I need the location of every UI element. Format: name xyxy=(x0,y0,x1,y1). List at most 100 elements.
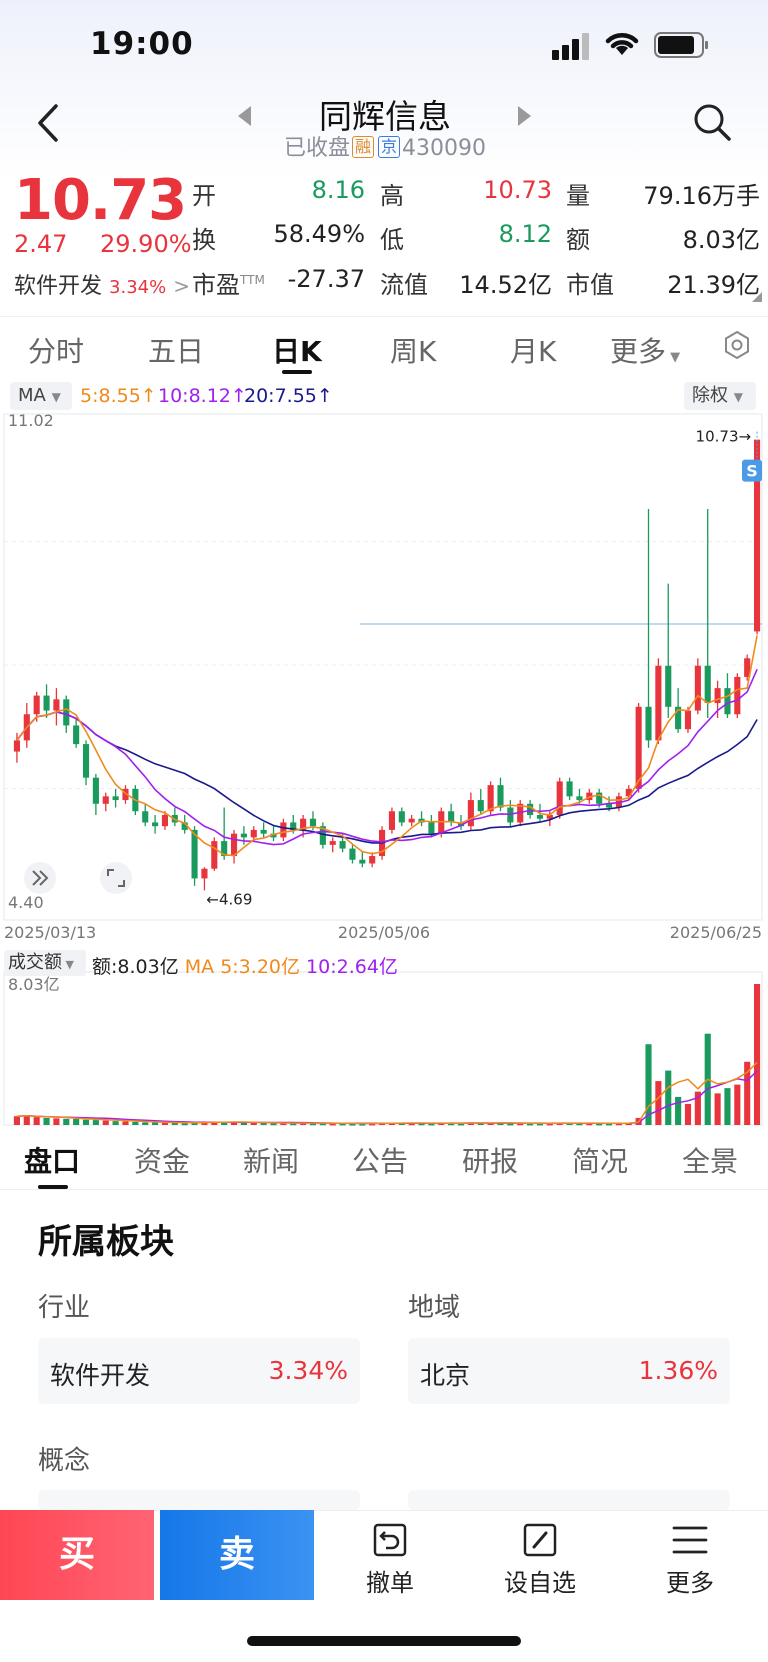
volume-bar xyxy=(63,1118,70,1125)
quote-value: 8.16 xyxy=(311,176,365,204)
volume-bar xyxy=(359,1123,366,1126)
candle-body xyxy=(457,822,465,827)
volume-bar xyxy=(211,1121,218,1125)
section-title: 所属板块 xyxy=(38,1222,174,1262)
chart-tab[interactable]: 分时 xyxy=(28,335,85,368)
volume-bar xyxy=(418,1123,425,1126)
volume-bar xyxy=(645,1044,652,1125)
prev-stock-arrow-icon[interactable] xyxy=(238,106,251,126)
candle-body xyxy=(250,829,257,838)
section-tab-underline xyxy=(38,1185,68,1189)
market-status: 已收盘 xyxy=(283,136,350,161)
industry-card[interactable]: 软件开发 3.34% xyxy=(38,1338,360,1404)
volume-bar xyxy=(684,1103,692,1125)
volume-bar xyxy=(73,1119,80,1125)
add-watchlist-label[interactable]: 设自选 xyxy=(504,1569,576,1597)
quote-value: -27.37 xyxy=(287,265,365,293)
volume-bar xyxy=(369,1123,376,1126)
region-card[interactable]: 北京 1.36% xyxy=(408,1338,730,1404)
ma5-value: 5:8.55↑ xyxy=(80,385,157,407)
sector-link[interactable]: 软件开发 3.34% > xyxy=(14,268,190,300)
section-tab[interactable]: 资金 xyxy=(134,1145,191,1178)
concept-card[interactable] xyxy=(38,1490,360,1510)
section-tab[interactable]: 全景 xyxy=(682,1145,739,1178)
candle-body xyxy=(477,800,484,812)
industry-pct: 3.34% xyxy=(268,1356,348,1385)
chart-tab[interactable]: 月K xyxy=(510,335,557,368)
candle-body xyxy=(221,841,228,857)
settings-hexagon-icon[interactable] xyxy=(722,330,752,360)
chart-tab[interactable]: 周K xyxy=(390,335,437,368)
candle-body xyxy=(576,796,583,801)
ttm-superscript: TTM xyxy=(240,273,265,287)
quote-label: 额 xyxy=(566,226,590,254)
candle-body xyxy=(645,706,652,741)
price-change-pct: 29.90% xyxy=(100,230,192,258)
candle-body xyxy=(280,822,287,838)
expand-corner-icon[interactable] xyxy=(752,292,762,302)
candle-body xyxy=(596,792,603,804)
candle-body xyxy=(467,800,474,827)
quote-value: 10.73 xyxy=(483,176,552,204)
sell-button[interactable]: 卖 xyxy=(160,1510,314,1600)
back-arrow-icon[interactable] xyxy=(30,100,70,146)
stock-name: 同辉信息 xyxy=(319,97,451,136)
volume-bar xyxy=(694,1091,701,1125)
up-arrow-icon: ↑ xyxy=(230,385,247,407)
max-price-marker: 10.73→ xyxy=(696,428,752,446)
chart-tab[interactable]: 五日 xyxy=(148,335,205,368)
volume-bar xyxy=(576,1123,583,1126)
kline-chart[interactable]: 11.02 4.40 10.73→ ←4.69 2025/03/13 2025/05/06… xyxy=(0,410,768,1130)
candle-body xyxy=(428,822,435,834)
adjust-selector[interactable]: 除权 ▼ xyxy=(684,382,756,410)
buy-button[interactable]: 买 xyxy=(0,1510,154,1600)
candle-body xyxy=(675,706,682,730)
section-tab[interactable]: 新闻 xyxy=(243,1145,300,1178)
volume-bar xyxy=(23,1115,30,1125)
cancel-order-label[interactable]: 撤单 xyxy=(366,1569,414,1597)
sector-pct: 3.34% xyxy=(109,277,167,298)
search-icon[interactable] xyxy=(692,102,732,142)
candle-body xyxy=(605,803,613,808)
chart-tab[interactable]: 更多 ▼ xyxy=(610,335,681,368)
chart-tabs xyxy=(0,316,768,376)
section-tab[interactable]: 研报 xyxy=(462,1145,519,1178)
volume-bar xyxy=(625,1123,632,1126)
concept-card[interactable] xyxy=(408,1490,730,1510)
candle-body xyxy=(112,796,119,801)
chart-tab[interactable]: 日K xyxy=(272,335,322,368)
volume-bar xyxy=(250,1122,257,1125)
next-stock-arrow-icon[interactable] xyxy=(518,106,531,126)
volume-bar xyxy=(734,1084,741,1125)
volume-bar xyxy=(349,1123,356,1126)
candle-body xyxy=(230,833,238,857)
up-arrow-icon: ↑ xyxy=(316,385,333,407)
volume-bar xyxy=(665,1070,672,1125)
candle-body xyxy=(300,818,307,830)
ma-selector[interactable]: MA ▼ xyxy=(10,382,72,410)
volume-max-label: 8.03亿 xyxy=(8,975,60,994)
section-tab[interactable]: 公告 xyxy=(352,1145,409,1178)
edit-watchlist-icon[interactable] xyxy=(522,1522,558,1558)
volume-bar xyxy=(112,1121,119,1125)
volume-indicator-selector[interactable]: 成交额 ▼ xyxy=(4,950,86,976)
volume-bar xyxy=(477,1122,484,1125)
chart-tab-underline xyxy=(282,370,312,374)
volume-bar xyxy=(309,1123,317,1126)
section-tab[interactable]: 简况 xyxy=(572,1145,629,1178)
header-background xyxy=(0,0,768,310)
volume-bar xyxy=(724,1088,731,1125)
ma5-line xyxy=(16,635,758,857)
quote-label: 换 xyxy=(192,226,216,254)
price-panel-frame xyxy=(3,413,763,921)
s-badge xyxy=(742,459,762,482)
volume-bar xyxy=(605,1123,613,1126)
menu-icon[interactable] xyxy=(672,1522,708,1558)
candle-body xyxy=(369,856,376,864)
volume-bar xyxy=(13,1116,20,1125)
more-label[interactable]: 更多 xyxy=(666,1569,714,1597)
section-tab[interactable]: 盘口 xyxy=(24,1145,81,1178)
candle-body xyxy=(13,740,20,752)
cancel-order-icon[interactable] xyxy=(372,1522,408,1558)
volume-bar xyxy=(497,1123,504,1126)
